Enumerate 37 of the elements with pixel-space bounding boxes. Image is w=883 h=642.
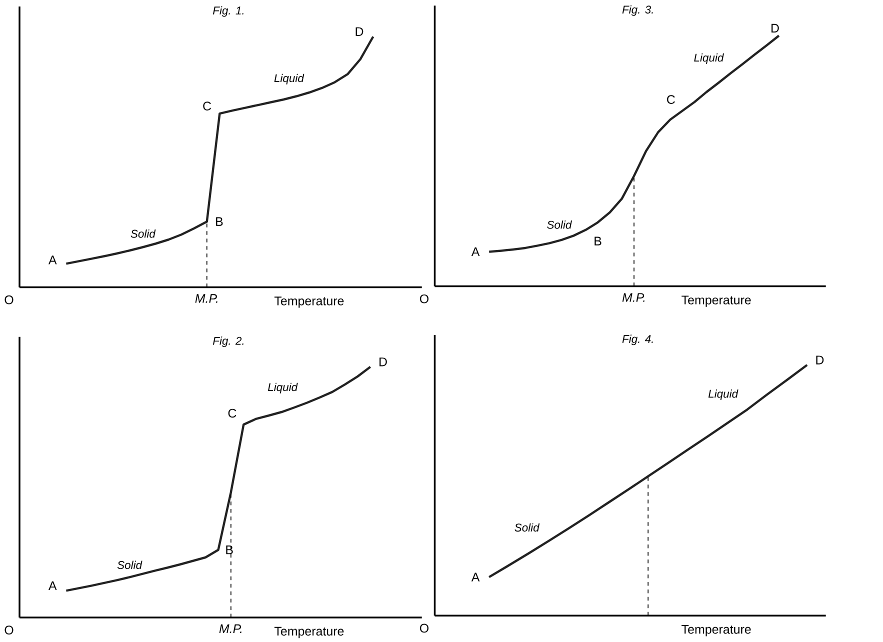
text: D [380, 357, 387, 366]
annotation: Solid [130, 229, 156, 238]
x-axis-title: Temperature [682, 296, 751, 307]
text: M.P. [195, 294, 218, 303]
annotation: B [594, 236, 602, 246]
text: D [772, 24, 779, 32]
chart-title: Fig. 2. [212, 336, 244, 347]
annotation: Solid [547, 220, 572, 229]
text: D [816, 356, 824, 364]
annotation: Liquid [694, 53, 724, 64]
text: A [48, 256, 57, 264]
text: M.P. [622, 293, 645, 302]
annotation: Liquid [268, 382, 298, 394]
annotation: C [228, 408, 236, 418]
text: O [420, 624, 428, 633]
text: A [48, 581, 57, 590]
text: M.P. [219, 624, 242, 633]
chart-title: Fig. 1. [212, 6, 244, 17]
annotation: C [203, 102, 212, 110]
x-axis-title: Temperature [682, 624, 751, 636]
text: O [420, 294, 428, 304]
annotation: Solid [514, 523, 540, 532]
annotation: A [471, 572, 480, 582]
chart-title: Fig. 3. [622, 5, 653, 16]
annotation: Solid [117, 560, 142, 569]
text: A [471, 247, 480, 256]
annotation: Liquid [708, 389, 738, 400]
text: O [4, 295, 14, 304]
x-axis-title: Temperature [274, 626, 344, 638]
annotation: B [226, 545, 233, 554]
x-axis-title: Temperature [274, 296, 344, 308]
annotation: Liquid [274, 74, 304, 84]
text: O [4, 626, 14, 634]
annotation: C [667, 95, 675, 104]
text: D [356, 27, 364, 36]
annotation: B [216, 217, 223, 226]
chart-title: Fig. 4. [622, 334, 653, 346]
